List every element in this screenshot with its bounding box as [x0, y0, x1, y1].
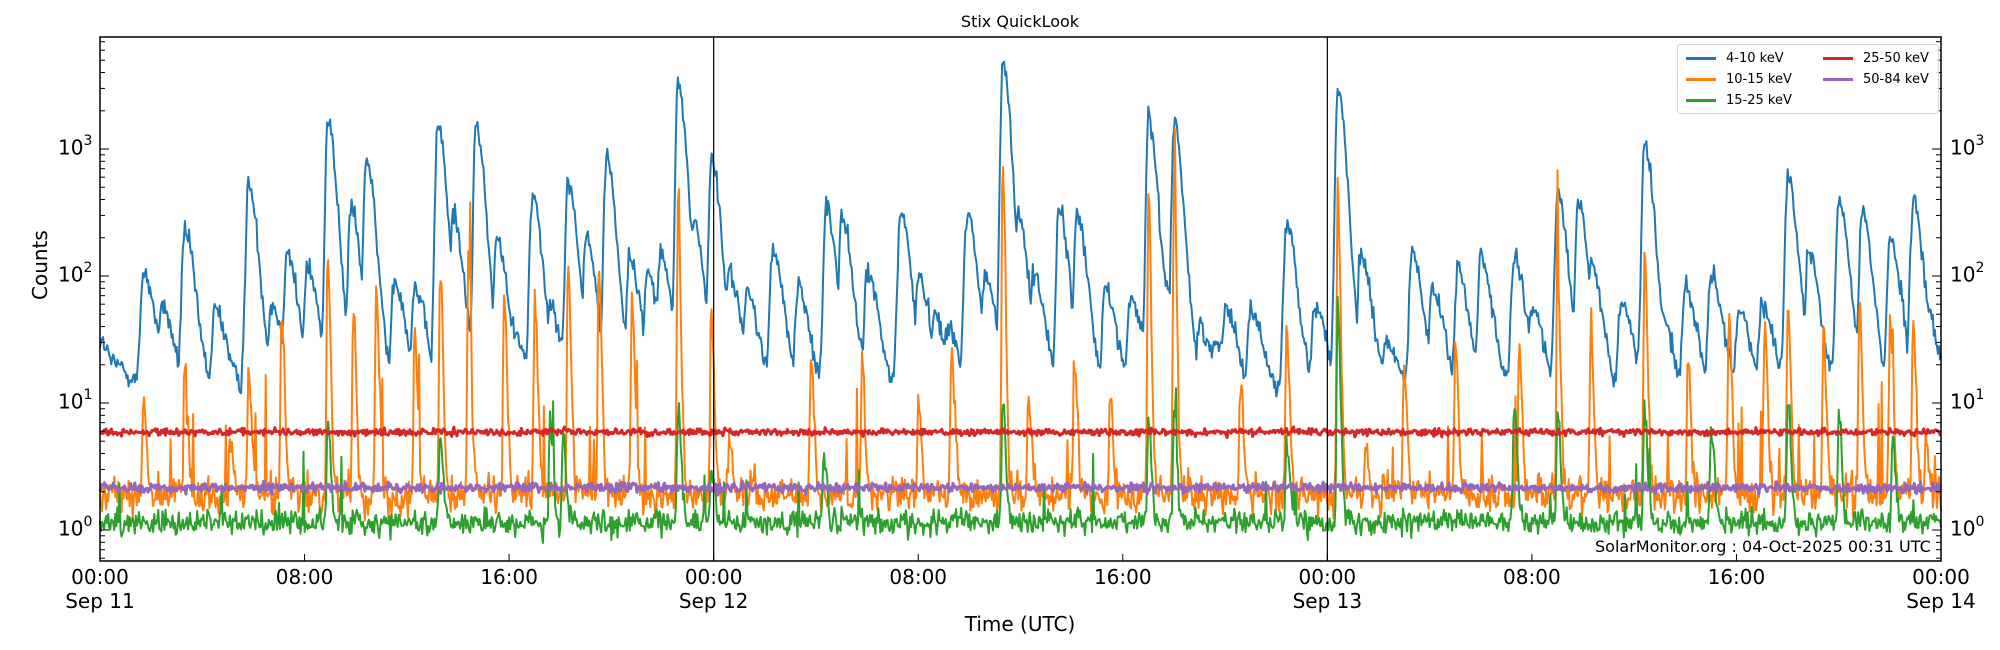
y-tick-label: 100	[1950, 514, 1985, 541]
y-tick-label: 102	[58, 260, 93, 287]
x-tick-time: 00:00	[1912, 565, 1970, 589]
x-tick-label: 00:00 Sep 12	[654, 565, 774, 613]
x-tick-label: 08:00	[245, 565, 365, 589]
legend-item-4-10: 4-10 keV	[1686, 51, 1784, 66]
series-15-25-kev	[99, 295, 1942, 544]
legend: 4-10 keV 10-15 keV 15-25 keV 25-50 keV 5…	[1677, 44, 1939, 114]
y-tick-label: 100	[58, 514, 93, 541]
x-tick-time: 16:00	[480, 565, 538, 589]
series-4-10-kev	[99, 60, 1942, 398]
y-tick-label: 102	[1950, 260, 1985, 287]
x-tick-time: 00:00	[684, 565, 743, 589]
series-50-84-kev	[98, 479, 1943, 497]
y-tick-label: 101	[58, 387, 93, 414]
x-tick-time: 08:00	[1503, 565, 1561, 589]
y-tick-label: 103	[1950, 133, 1985, 160]
x-tick-time: 00:00	[1298, 565, 1357, 589]
x-tick-label: 16:00	[1063, 565, 1183, 589]
y-tick-label: 101	[1950, 387, 1985, 414]
legend-label: 50-84 keV	[1863, 72, 1929, 87]
legend-item-50-84: 50-84 keV	[1823, 72, 1929, 87]
x-tick-date: Sep 14	[1906, 589, 1976, 613]
series-10-15-kev	[99, 127, 1942, 522]
legend-label: 25-50 keV	[1863, 51, 1929, 66]
x-tick-time: 08:00	[889, 565, 948, 589]
legend-label: 15-25 keV	[1726, 93, 1792, 108]
x-tick-label: 08:00	[1472, 565, 1592, 589]
axes-layer	[99, 36, 1942, 562]
legend-label: 10-15 keV	[1726, 72, 1792, 87]
legend-swatch	[1686, 99, 1716, 102]
legend-label: 4-10 keV	[1726, 51, 1784, 66]
x-tick-label: 16:00	[1676, 565, 1796, 589]
x-tick-label: 08:00	[858, 565, 978, 589]
legend-item-10-15: 10-15 keV	[1686, 72, 1792, 87]
legend-swatch	[1686, 78, 1716, 81]
plot-frame	[99, 36, 1942, 562]
legend-swatch	[1823, 78, 1853, 81]
x-tick-label: 16:00	[449, 565, 569, 589]
legend-item-15-25: 15-25 keV	[1686, 93, 1792, 108]
legend-swatch	[1686, 57, 1716, 60]
x-tick-label: 00:00 Sep 14	[1881, 565, 2000, 613]
x-tick-label: 00:00 Sep 11	[40, 565, 160, 613]
x-tick-date: Sep 11	[65, 589, 135, 613]
x-tick-time: 16:00	[1093, 565, 1152, 589]
series-25-50-kev	[98, 425, 1942, 439]
x-tick-time: 00:00	[71, 565, 129, 589]
watermark: SolarMonitor.org : 04-Oct-2025 00:31 UTC	[1595, 537, 1931, 556]
series-layer	[98, 60, 1943, 544]
legend-item-25-50: 25-50 keV	[1823, 51, 1929, 66]
x-tick-time: 08:00	[275, 565, 334, 589]
y-tick-label: 103	[58, 133, 93, 160]
x-tick-date: Sep 13	[1292, 589, 1363, 613]
chart-title: Stix QuickLook	[960, 12, 1080, 31]
x-axis-label: Time (UTC)	[964, 612, 1076, 636]
x-tick-time: 16:00	[1707, 565, 1766, 589]
legend-swatch	[1823, 57, 1853, 60]
x-tick-label: 00:00 Sep 13	[1267, 565, 1387, 613]
x-tick-date: Sep 12	[678, 589, 749, 613]
